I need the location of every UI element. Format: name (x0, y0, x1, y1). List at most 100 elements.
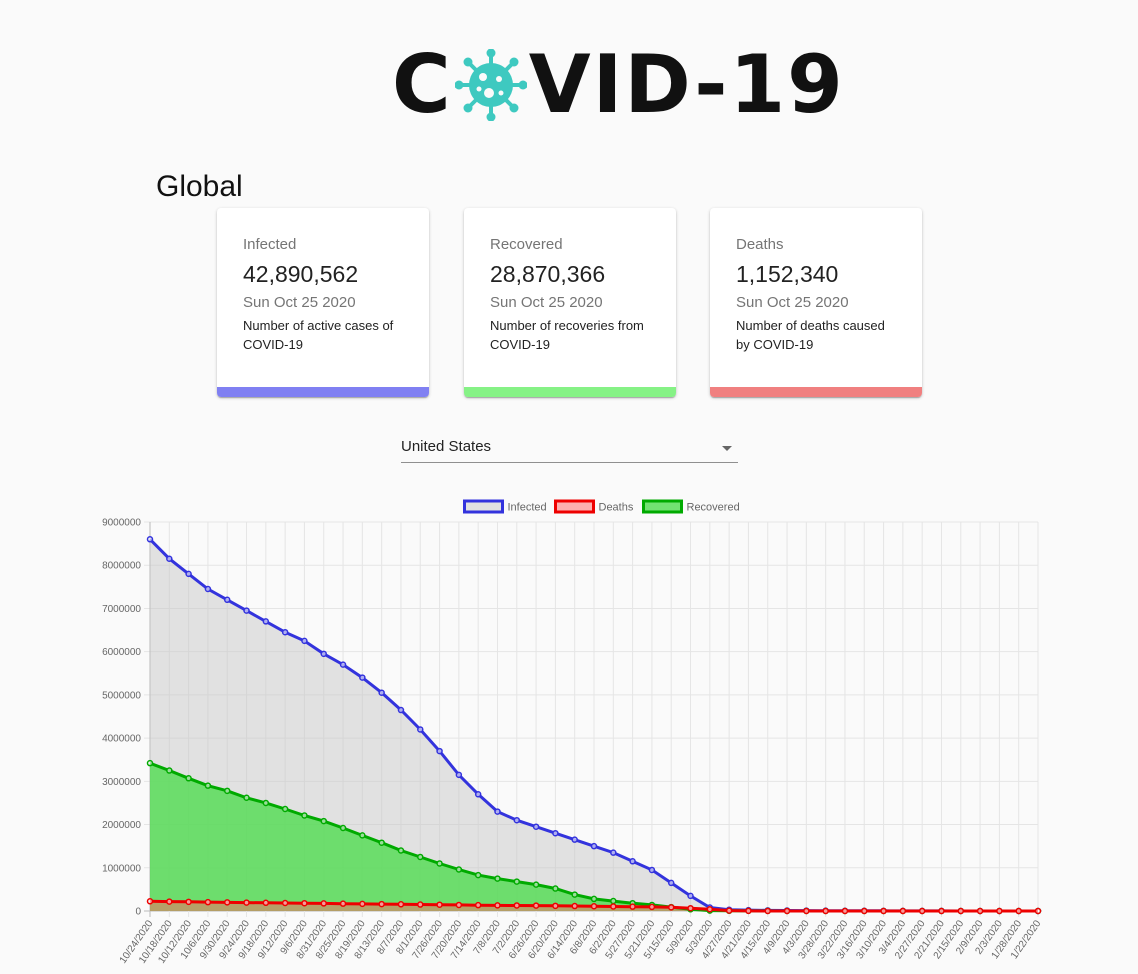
recovered-point (262, 799, 270, 807)
recovered-point (571, 891, 578, 898)
deaths-point (745, 907, 752, 915)
infected-point (648, 866, 656, 874)
recovered-legend-label: Recovered (687, 502, 740, 514)
deaths-point (262, 899, 270, 907)
y-tick-label: 6000000 (102, 647, 141, 658)
recovered-point (590, 895, 598, 903)
recovered-point (185, 775, 192, 782)
deaths-point (455, 901, 463, 909)
recovered-point (301, 812, 308, 819)
y-tick-label: 3000000 (102, 777, 141, 788)
infected-point (397, 706, 405, 714)
infected-point (185, 570, 192, 578)
infected-point (320, 650, 327, 658)
deaths-point (841, 907, 849, 915)
deaths-point (822, 907, 829, 915)
recovered-point (339, 824, 347, 832)
deaths-card: Deaths 1,152,340 Sun Oct 25 2020 Number … (710, 208, 922, 397)
y-tick-label: 7000000 (102, 604, 141, 615)
deaths-point (166, 898, 173, 905)
country-line-chart: Infected Deaths Recovered 9000000 8000000 70… (102, 499, 1044, 966)
infected-point (378, 689, 385, 696)
deaths-point (359, 900, 366, 908)
covid-logo: C VID-19 (392, 40, 845, 130)
infected-point (552, 829, 559, 837)
deaths-point (397, 901, 405, 908)
card-label: Infected (243, 236, 297, 253)
deaths-point (1015, 907, 1022, 915)
card-color-stripe (464, 387, 676, 397)
recovered-point (494, 875, 501, 882)
infected-legend-swatch (463, 499, 504, 514)
recovered-area (150, 763, 1038, 911)
deaths-area (150, 901, 1038, 911)
card-date: Sun Oct 25 2020 (490, 294, 603, 311)
deaths-point (610, 903, 617, 910)
infected-point (166, 555, 173, 562)
recovered-point (513, 878, 521, 885)
deaths-point (204, 898, 212, 906)
y-tick-label: 4000000 (102, 734, 141, 745)
deaths-point (301, 899, 308, 907)
infected-point (455, 771, 463, 779)
logo-text-right: VID-19 (528, 38, 845, 131)
y-axis: 9000000 8000000 7000000 6000000 5000000 40000… (102, 518, 141, 918)
chevron-down-icon[interactable] (722, 446, 732, 451)
deaths-point (725, 907, 733, 914)
infected-point (494, 808, 501, 815)
x-axis: 10/24/202010/18/202010/12/202010/6/20209… (118, 918, 1044, 966)
deaths-point (532, 902, 540, 909)
deaths-point (764, 907, 771, 915)
card-description: Number of deaths caused by COVID-19 (736, 318, 885, 352)
deaths-point (417, 901, 424, 908)
logo-text-left: C (392, 38, 453, 131)
recovered-point (320, 817, 327, 825)
deaths-point (571, 902, 578, 910)
recovered-point (610, 897, 617, 905)
card-value: 42,890,562 (243, 261, 359, 287)
deaths-point (880, 907, 887, 915)
deaths-point (223, 899, 231, 906)
recovered-point (417, 853, 424, 861)
deaths-point (281, 899, 289, 907)
infected-point (610, 849, 617, 856)
country-select-value: United States (401, 438, 492, 455)
recovered-point (223, 787, 231, 795)
deaths-point (629, 903, 636, 910)
infected-point (667, 879, 675, 887)
card-label: Recovered (490, 236, 563, 253)
deaths-point (706, 906, 714, 913)
y-tick-label: 2000000 (102, 820, 141, 831)
infected-point (359, 674, 366, 681)
deaths-legend-swatch (554, 499, 595, 514)
y-tick-label: 0 (135, 907, 141, 918)
recovered-point (455, 866, 463, 873)
deaths-point (783, 907, 791, 915)
recovered-point (552, 885, 559, 892)
recovered-point (378, 839, 385, 846)
card-color-stripe (710, 387, 922, 397)
infected-point (436, 747, 443, 755)
infected-point (339, 661, 347, 668)
deaths-point (957, 907, 965, 915)
deaths-legend-label: Deaths (599, 502, 634, 514)
recovered-point (397, 847, 405, 854)
recovered-point (359, 832, 366, 839)
infected-point (629, 858, 636, 865)
deaths-point (378, 900, 385, 908)
deaths-point (667, 904, 675, 911)
recovered-point (532, 881, 540, 888)
y-tick-label: 8000000 (102, 561, 141, 572)
deaths-point (552, 902, 559, 910)
card-value: 28,870,366 (490, 261, 606, 287)
deaths-point (243, 899, 250, 906)
card-description: Number of active cases of COVID-19 (243, 318, 394, 352)
y-tick-label: 9000000 (102, 518, 141, 529)
infected-point (417, 726, 424, 733)
recovered-point (436, 860, 443, 867)
recovered-point (474, 871, 482, 879)
deaths-point (648, 903, 656, 911)
chart-legend: Infected Deaths Recovered (463, 499, 740, 514)
country-select[interactable]: United States (401, 432, 738, 463)
deaths-point (1034, 907, 1042, 915)
